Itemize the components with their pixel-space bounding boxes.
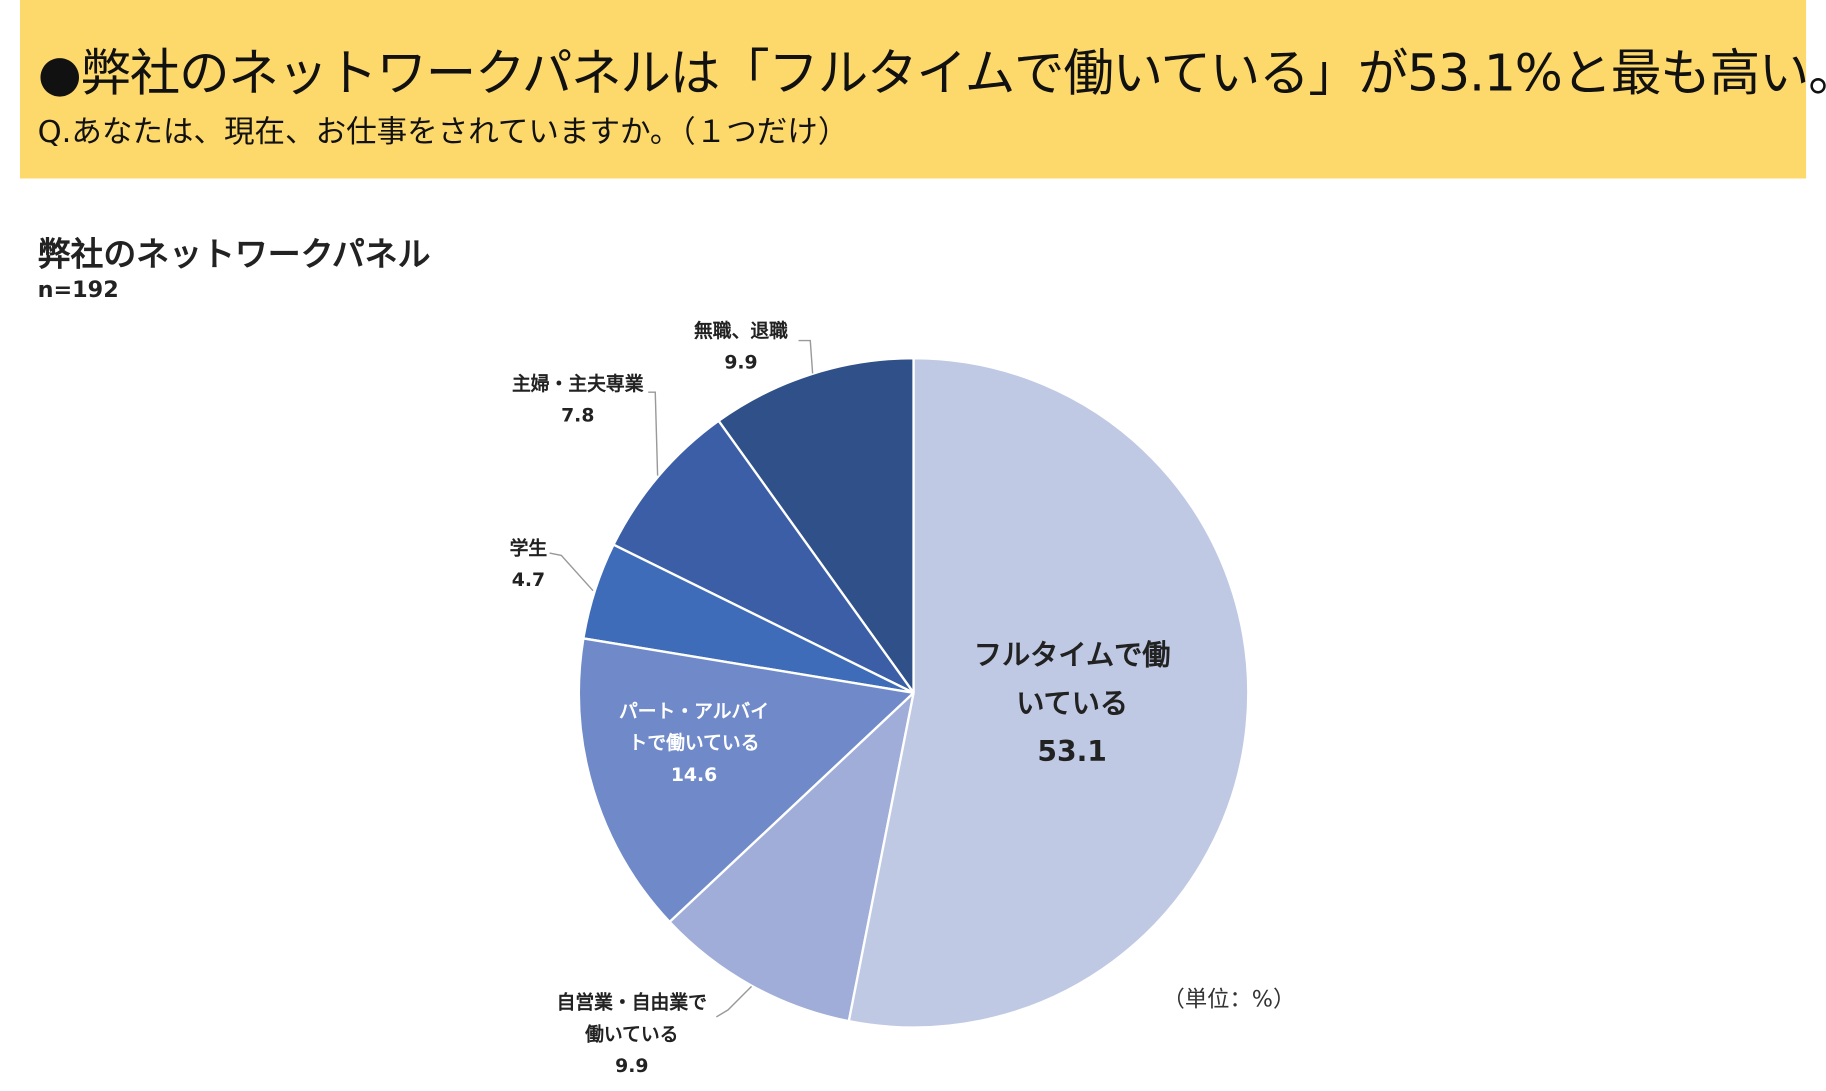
unit-note: （単位：%）	[1162, 986, 1296, 1013]
data-label: 学生 4.7	[493, 532, 563, 596]
category-label: 学生	[509, 536, 548, 559]
pie-slice	[611, 419, 915, 694]
data-label: 自営業・自由業で働いている 9.9	[553, 986, 712, 1082]
leader-line	[715, 985, 753, 1018]
question: Q.あなたは、現在、お仕事をされていますか。（１つだけ）	[37, 115, 849, 151]
leader-line	[549, 552, 594, 592]
category-label: フルタイムで働いている	[973, 638, 1171, 720]
value-label: 7.8	[561, 404, 595, 427]
pie-slice	[716, 356, 915, 697]
value-label: 9.9	[724, 351, 758, 374]
data-label: 主婦・主夫専業 7.8	[490, 368, 666, 432]
headline: ●弊社のネットワークパネルは「フルタイムで働いている」が53.1%と最も高い。	[37, 44, 1826, 104]
category-label: 自営業・自由業で働いている	[556, 991, 707, 1046]
category-label: 無職、退職	[693, 319, 788, 342]
value-label: 14.6	[670, 763, 718, 787]
chart-subtitle: n=192	[37, 277, 119, 303]
pie-slice	[577, 637, 917, 924]
value-label: 9.9	[615, 1054, 649, 1078]
leader-line	[798, 339, 814, 374]
data-label: フルタイムで働いている 53.1	[961, 632, 1184, 776]
category-label: パート・アルバイトで働いている	[618, 699, 770, 755]
pie-slice	[847, 356, 1250, 1029]
data-label: 無職、退職 9.9	[671, 315, 812, 379]
value-label: 4.7	[511, 568, 546, 591]
value-label: 53.1	[1037, 734, 1107, 768]
pie-slice	[667, 689, 916, 1023]
header-band	[19, 0, 1807, 179]
leader-line	[648, 391, 659, 476]
data-label: パート・アルバイトで働いている 14.6	[615, 695, 774, 791]
chart-title: 弊社のネットワークパネル	[37, 234, 431, 274]
category-label: 主婦・主夫専業	[511, 372, 644, 395]
